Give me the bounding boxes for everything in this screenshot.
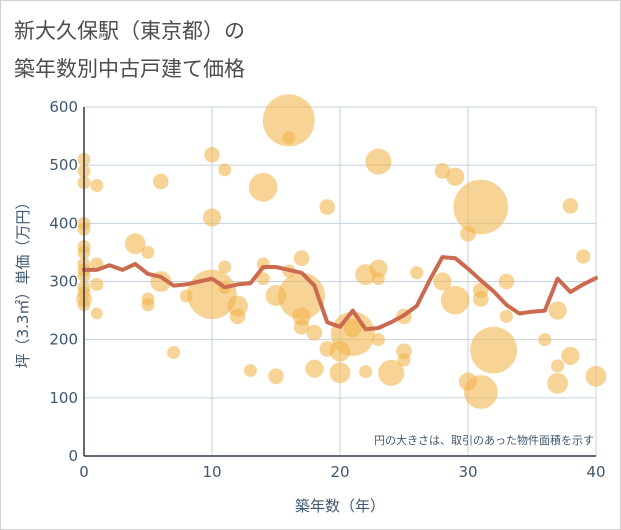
y-tick-label: 600	[49, 98, 78, 116]
data-bubble	[561, 346, 580, 366]
average-price-line	[82, 255, 598, 332]
data-bubble	[585, 365, 607, 387]
data-bubble	[470, 326, 517, 374]
y-tick-label: 0	[68, 447, 78, 465]
y-tick-label: 500	[49, 156, 78, 174]
chart-title-line2: 築年数別中古戸建て価格	[14, 57, 245, 81]
data-bubble	[218, 163, 232, 177]
x-tick-label: 30	[458, 463, 477, 481]
data-bubble	[306, 324, 323, 341]
bubble-size-note: 円の大きさは、取引のあった物件面積を示す	[374, 433, 594, 447]
data-bubble	[440, 285, 470, 315]
data-bubble	[124, 233, 146, 255]
x-axis-label: 築年数（年）	[295, 497, 385, 515]
data-bubble	[551, 359, 565, 373]
data-bubble	[141, 245, 155, 259]
data-bubble	[547, 372, 568, 394]
y-axis-label: 坪（3.3㎡）単価（万円）	[14, 195, 32, 369]
data-bubble	[371, 333, 385, 347]
data-bubble	[330, 311, 375, 356]
data-bubble	[410, 266, 424, 280]
data-bubble	[319, 199, 336, 215]
data-bubble	[256, 272, 270, 286]
x-tick-label: 0	[79, 463, 89, 481]
data-bubble	[548, 301, 567, 320]
data-bubble	[268, 368, 284, 385]
data-bubble	[141, 298, 155, 312]
bubble-layer	[76, 94, 607, 409]
x-tick-label: 20	[330, 463, 349, 481]
data-bubble	[498, 273, 515, 290]
data-bubble	[293, 319, 310, 335]
x-tick-label: 40	[586, 463, 605, 481]
data-bubble	[229, 308, 246, 325]
data-bubble	[204, 146, 220, 163]
data-bubble	[463, 375, 498, 409]
y-tick-label: 100	[49, 389, 78, 407]
data-bubble	[153, 173, 169, 190]
data-bubble	[434, 163, 451, 179]
data-bubble	[202, 208, 222, 227]
y-tick-label: 400	[49, 214, 78, 232]
chart-title: 新大久保駅（東京都）の 築年数別中古戸建て価格	[14, 12, 245, 88]
data-bubble	[329, 362, 351, 384]
data-bubble	[371, 272, 385, 286]
data-bubble	[282, 131, 296, 145]
chart-title-line1: 新大久保駅（東京都）の	[14, 19, 245, 43]
data-bubble	[218, 260, 232, 274]
data-bubble	[305, 359, 324, 378]
data-bubble	[243, 363, 257, 377]
data-bubble	[499, 309, 513, 323]
data-bubble	[90, 179, 104, 193]
data-bubble	[378, 359, 405, 386]
data-bubble	[262, 94, 315, 147]
data-bubble	[473, 291, 489, 307]
data-bubble	[90, 307, 103, 320]
data-bubble	[453, 179, 509, 235]
data-bubble	[397, 353, 411, 367]
data-bubble	[365, 148, 392, 175]
data-bubble	[359, 365, 373, 379]
x-tick-label: 10	[202, 463, 221, 481]
data-bubble	[167, 345, 181, 359]
data-bubble	[293, 250, 310, 267]
data-bubble	[369, 259, 388, 278]
data-bubble	[248, 172, 278, 202]
data-bubble	[562, 198, 579, 214]
y-tick-label: 200	[49, 331, 78, 349]
data-bubble	[576, 249, 591, 264]
data-bubble	[433, 272, 452, 291]
y-tick-label: 300	[49, 273, 78, 291]
data-bubble	[446, 167, 465, 186]
data-bubble	[538, 333, 552, 347]
data-bubble	[90, 277, 104, 291]
